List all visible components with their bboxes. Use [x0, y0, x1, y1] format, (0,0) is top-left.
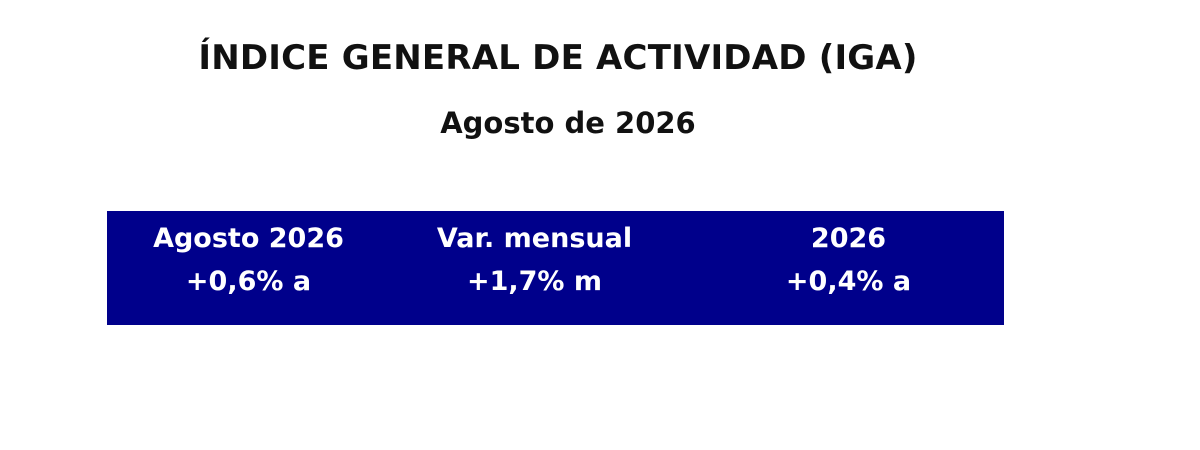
indicator-year-on-year: Agosto 2026 +0,6% a	[99, 211, 398, 325]
indicator-value: +1,7% m	[466, 266, 603, 297]
page-title: ÍNDICE GENERAL DE ACTIVIDAD (IGA)	[198, 38, 918, 78]
indicator-value: +0,6% a	[185, 266, 312, 297]
indicator-value: +0,4% a	[785, 266, 912, 297]
indicator-label: Var. mensual	[436, 223, 633, 254]
indicator-label: 2026	[810, 223, 887, 254]
indicator-monthly-change: Var. mensual +1,7% m	[385, 211, 684, 325]
indicator-panel: Agosto 2026 +0,6% a Var. mensual +1,7% m…	[107, 211, 1004, 325]
indicator-label: Agosto 2026	[153, 223, 344, 254]
page-subtitle: Agosto de 2026	[440, 106, 696, 140]
indicator-year-to-date: 2026 +0,4% a	[699, 211, 998, 325]
